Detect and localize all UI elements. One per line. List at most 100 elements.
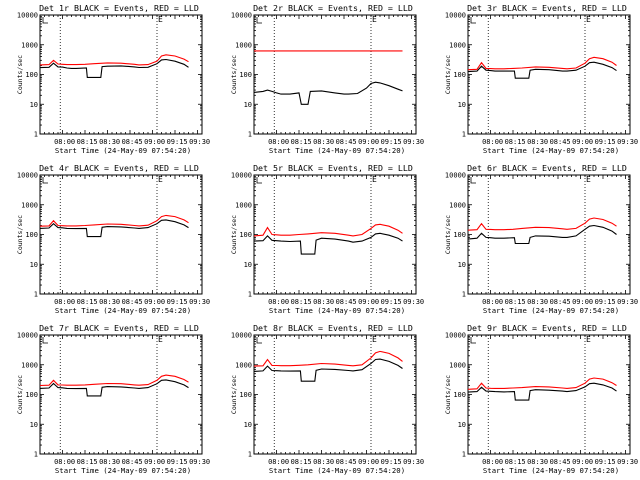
x-tick-label: 08:30 bbox=[527, 458, 548, 466]
events-series-line bbox=[253, 81, 403, 105]
x-tick-label: 09:00 bbox=[572, 138, 593, 146]
x-tick-label: 08:45 bbox=[550, 458, 571, 466]
y-tick-label: 1 bbox=[248, 291, 252, 299]
y-tick-label: 1000 bbox=[449, 201, 466, 209]
x-tick-label: 08:30 bbox=[313, 138, 334, 146]
x-tick-label: 09:30 bbox=[617, 138, 638, 146]
time-marker-label: E bbox=[586, 15, 591, 24]
x-axis-label: Start Time (24-May-09 07:54:20) bbox=[55, 466, 191, 475]
chart-panel-9: Det 9r BLACK = Events, RED = LLD 1 10 100 10… bbox=[444, 323, 638, 475]
x-tick-label: 08:30 bbox=[527, 298, 548, 306]
events-series-line bbox=[39, 219, 189, 238]
y-tick-label: 1 bbox=[462, 451, 466, 459]
plot-frame bbox=[253, 334, 417, 455]
time-marker-label: E bbox=[372, 175, 377, 184]
y-tick-label: 10000 bbox=[231, 12, 252, 20]
x-axis-label: Start Time (24-May-09 07:54:20) bbox=[55, 146, 191, 155]
x-tick-label: 08:45 bbox=[122, 138, 143, 146]
x-tick-label: 09:15 bbox=[167, 138, 188, 146]
y-axis-label: Counts/sec bbox=[444, 55, 452, 94]
y-tick-label: 1000 bbox=[449, 41, 466, 49]
corner-marker bbox=[470, 17, 476, 24]
chart-title: Det 5r BLACK = Events, RED = LLD bbox=[253, 163, 413, 173]
y-tick-label: 10000 bbox=[445, 332, 466, 340]
chart-title: Det 1r BLACK = Events, RED = LLD bbox=[39, 3, 199, 13]
x-tick-label: 09:15 bbox=[381, 298, 402, 306]
x-axis-label: Start Time (24-May-09 07:54:20) bbox=[55, 306, 191, 315]
chart-panel-7: Det 7r BLACK = Events, RED = LLD 1 10 100 10… bbox=[16, 323, 210, 475]
lld-series-line bbox=[253, 350, 403, 367]
y-tick-label: 1 bbox=[34, 451, 38, 459]
x-tick-label: 08:30 bbox=[99, 458, 120, 466]
x-tick-label: 08:45 bbox=[336, 138, 357, 146]
y-tick-label: 100 bbox=[25, 71, 38, 79]
y-tick-label: 1 bbox=[34, 131, 38, 139]
x-tick-label: 09:15 bbox=[381, 138, 402, 146]
y-tick-label: 1 bbox=[248, 451, 252, 459]
x-tick-label: 09:00 bbox=[358, 298, 379, 306]
x-tick-label: 09:00 bbox=[358, 138, 379, 146]
y-tick-label: 100 bbox=[239, 391, 252, 399]
x-tick-label: 09:30 bbox=[617, 458, 638, 466]
y-tick-label: 10 bbox=[30, 101, 38, 109]
x-tick-label: 09:30 bbox=[403, 298, 424, 306]
time-marker-label: E bbox=[158, 15, 163, 24]
x-tick-label: 08:15 bbox=[77, 138, 98, 146]
chart-panel-6: Det 6r BLACK = Events, RED = LLD 1 10 100 10… bbox=[444, 163, 638, 315]
y-axis-label: Counts/sec bbox=[230, 55, 238, 94]
x-tick-label: 08:15 bbox=[505, 298, 526, 306]
y-tick-label: 10 bbox=[244, 421, 252, 429]
y-tick-label: 100 bbox=[453, 71, 466, 79]
lld-series-line bbox=[467, 217, 617, 231]
y-tick-label: 1000 bbox=[235, 41, 252, 49]
x-tick-label: 09:15 bbox=[595, 138, 616, 146]
chart-panel-8: Det 8r BLACK = Events, RED = LLD 1 10 100 10… bbox=[230, 323, 424, 475]
x-tick-label: 09:30 bbox=[403, 458, 424, 466]
y-tick-label: 100 bbox=[239, 71, 252, 79]
y-tick-label: 10000 bbox=[231, 172, 252, 180]
x-tick-label: 09:00 bbox=[572, 458, 593, 466]
x-tick-label: 08:45 bbox=[122, 458, 143, 466]
x-tick-label: 08:00 bbox=[54, 298, 75, 306]
x-tick-label: 09:30 bbox=[189, 458, 210, 466]
x-tick-label: 08:30 bbox=[527, 138, 548, 146]
x-tick-label: 08:15 bbox=[505, 138, 526, 146]
chart-panel-2: Det 2r BLACK = Events, RED = LLD 1 10 100 10… bbox=[230, 3, 424, 155]
x-tick-label: 08:00 bbox=[268, 298, 289, 306]
lld-series-line bbox=[253, 223, 403, 237]
corner-marker bbox=[42, 177, 48, 184]
x-tick-label: 09:30 bbox=[189, 138, 210, 146]
corner-marker bbox=[470, 177, 476, 184]
events-series-line bbox=[39, 379, 189, 397]
y-axis-label: Counts/sec bbox=[230, 215, 238, 254]
chart-panel-3: Det 3r BLACK = Events, RED = LLD 1 10 100 10… bbox=[444, 3, 638, 155]
y-axis-label: Counts/sec bbox=[444, 215, 452, 254]
y-tick-label: 1000 bbox=[21, 361, 38, 369]
chart-title: Det 9r BLACK = Events, RED = LLD bbox=[467, 323, 627, 333]
x-axis-label: Start Time (24-May-09 07:54:20) bbox=[269, 146, 405, 155]
x-tick-label: 09:00 bbox=[144, 458, 165, 466]
y-tick-label: 10 bbox=[244, 101, 252, 109]
x-tick-label: 09:00 bbox=[572, 298, 593, 306]
x-tick-label: 09:15 bbox=[381, 458, 402, 466]
x-tick-label: 08:15 bbox=[505, 458, 526, 466]
chart-panel-5: Det 5r BLACK = Events, RED = LLD 1 10 100 10… bbox=[230, 163, 424, 315]
lld-series-line bbox=[467, 377, 617, 390]
x-tick-label: 08:15 bbox=[291, 458, 312, 466]
y-tick-label: 1 bbox=[248, 131, 252, 139]
y-tick-label: 1000 bbox=[235, 201, 252, 209]
corner-marker bbox=[42, 337, 48, 344]
lld-series-line bbox=[39, 214, 189, 227]
y-tick-label: 10 bbox=[458, 421, 466, 429]
y-tick-label: 1 bbox=[462, 291, 466, 299]
y-tick-label: 10000 bbox=[231, 332, 252, 340]
x-tick-label: 08:15 bbox=[77, 458, 98, 466]
events-series-line bbox=[467, 382, 617, 401]
corner-marker bbox=[256, 17, 262, 24]
y-tick-label: 10 bbox=[244, 261, 252, 269]
time-marker-label: E bbox=[586, 175, 591, 184]
time-marker-label: E bbox=[158, 335, 163, 344]
time-marker-label: E bbox=[372, 335, 377, 344]
events-series-line bbox=[467, 61, 617, 79]
